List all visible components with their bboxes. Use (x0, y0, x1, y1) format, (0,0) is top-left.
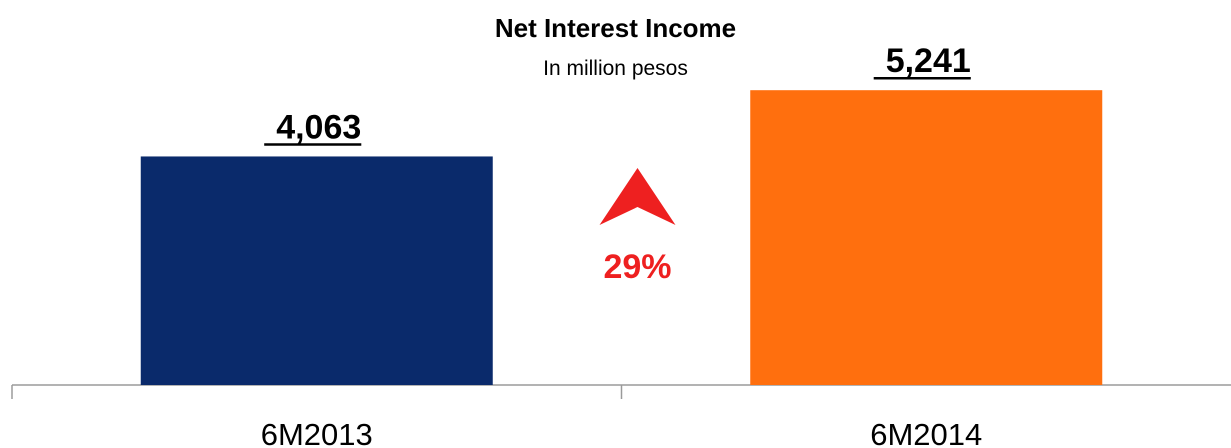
up-arrow-icon (599, 168, 676, 225)
chart-title: Net Interest Income (494, 13, 737, 43)
data-label: 5,241 (886, 42, 971, 80)
data-label: 4,063 (276, 108, 361, 146)
chart-subtitle: In million pesos (543, 57, 688, 80)
bar-6m2013 (140, 156, 493, 385)
x-tick-label: 6M2014 (870, 417, 982, 448)
x-tick-label: 6M2013 (261, 417, 373, 448)
bar-6m2014 (750, 90, 1103, 385)
growth-percent-label: 29% (603, 248, 671, 286)
